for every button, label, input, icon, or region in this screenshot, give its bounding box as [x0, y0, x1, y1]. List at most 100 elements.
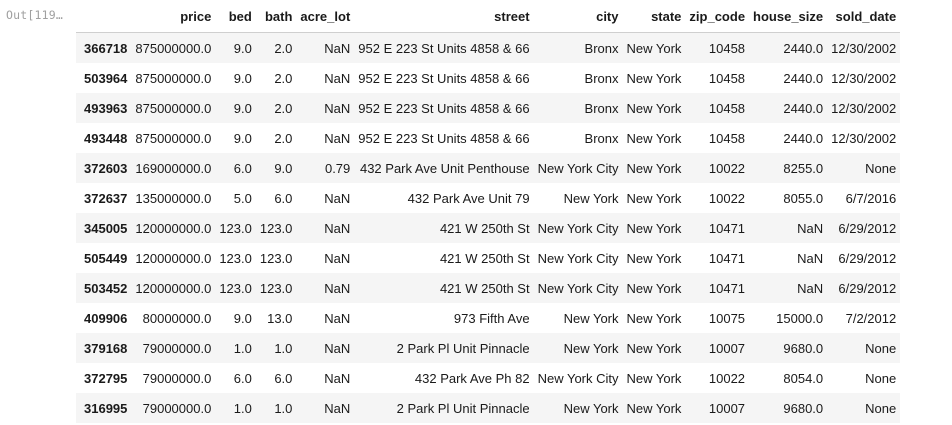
bath-cell: 123.0: [259, 220, 293, 236]
bed-cell: 9.0: [233, 70, 252, 86]
state-cell: New York: [626, 370, 682, 386]
state-cell: New York: [626, 100, 682, 116]
price-cell: 875000000.0: [135, 70, 212, 86]
bath-cell: 2.0: [274, 70, 293, 86]
table-row: 345005 120000000.0 123.0 123.0 NaN 421 W 250t…: [76, 213, 901, 243]
bed-cell: 9.0: [233, 100, 252, 116]
row-index: 493963: [84, 100, 128, 116]
bed-cell: 1.0: [233, 400, 252, 416]
table-body: 366718 875000000.0 9.0 2.0 NaN 952 E 223 St U…: [76, 32, 901, 423]
table-row: 503964 875000000.0 9.0 2.0 NaN 952 E 223 St U…: [76, 63, 900, 93]
street-header: street: [354, 0, 534, 33]
bath-cell: 123.0: [259, 280, 293, 296]
bed-cell: 1.0: [233, 340, 252, 356]
street-cell: 432 Park Ave Unit 79: [407, 190, 530, 206]
acre-lot-cell: NaN: [324, 100, 351, 116]
street-cell: 973 Fifth Ave: [453, 310, 530, 326]
city-cell: New York City: [537, 280, 619, 296]
street-cell: 421 W 250th St: [439, 250, 530, 266]
acre-lot-cell: 0.79: [324, 160, 351, 176]
zip-code-cell: 10022: [708, 190, 746, 206]
city-cell: New York: [563, 190, 619, 206]
acre-lot-cell: NaN: [324, 190, 351, 206]
bath-cell: 13.0: [267, 310, 293, 326]
street-cell: 432 Park Ave Ph 82: [414, 370, 530, 386]
acre-lot-cell: NaN: [324, 400, 351, 416]
row-index: 372795: [84, 370, 128, 386]
bath-cell: 9.0: [274, 160, 293, 176]
street-cell: 2 Park Pl Unit Pinnacle: [396, 400, 530, 416]
sold-date-cell: 12/30/2002: [831, 130, 897, 146]
zip-code-cell: 10458: [708, 70, 746, 86]
bed-cell: 123.0: [219, 250, 252, 266]
acre-lot-cell: NaN: [324, 220, 351, 236]
state-header: state: [622, 0, 686, 33]
house-size-cell: 8054.0: [783, 370, 824, 386]
output-prompt: Out[119…: [6, 8, 63, 22]
city-cell: New York City: [537, 160, 619, 176]
row-index: 316995: [84, 400, 128, 416]
table-row: 372795 79000000.0 6.0 6.0 NaN 432 Park Ave Ph…: [76, 363, 900, 393]
row-index: 372637: [84, 190, 128, 206]
street-cell: 421 W 250th St: [439, 280, 530, 296]
table-row: 372603 169000000.0 6.0 9.0 0.79 432 Park Ave …: [76, 153, 901, 183]
price-cell: 875000000.0: [135, 40, 212, 56]
city-cell: Bronx: [584, 100, 619, 116]
row-index: 503452: [84, 280, 128, 296]
acre-lot-header: acre_lot: [296, 0, 355, 33]
dataframe-output: price bed bath acre_lot street city state zip_c…: [76, 0, 901, 423]
state-cell: New York: [626, 70, 682, 86]
house-size-cell: 2440.0: [783, 70, 824, 86]
row-index: 505449: [84, 250, 128, 266]
street-cell: 432 Park Ave Unit Penthouse: [359, 160, 530, 176]
state-cell: New York: [626, 130, 682, 146]
acre-lot-cell: NaN: [324, 250, 351, 266]
zip-code-cell: 10007: [708, 340, 746, 356]
zip-code-cell: 10471: [708, 280, 746, 296]
state-cell: New York: [626, 340, 682, 356]
house-size-header: house_size: [749, 0, 828, 33]
bed-cell: 6.0: [233, 370, 252, 386]
dataframe-table: price bed bath acre_lot street city state zip_c…: [76, 0, 901, 423]
bath-cell: 1.0: [274, 400, 293, 416]
acre-lot-cell: NaN: [324, 40, 351, 56]
price-cell: 875000000.0: [135, 100, 212, 116]
zip-code-cell: 10007: [708, 400, 746, 416]
bed-cell: 9.0: [233, 130, 252, 146]
table-row: 372637 135000000.0 5.0 6.0 NaN 432 Park Ave U…: [76, 183, 900, 213]
house-size-cell: 2440.0: [783, 100, 824, 116]
state-cell: New York: [626, 310, 682, 326]
city-cell: New York: [563, 400, 619, 416]
acre-lot-cell: NaN: [324, 280, 351, 296]
house-size-cell: 15000.0: [776, 310, 824, 326]
bath-cell: 2.0: [274, 100, 293, 116]
state-cell: New York: [626, 220, 682, 236]
city-cell: Bronx: [584, 130, 619, 146]
street-cell: 952 E 223 St Units 4858 & 66: [358, 70, 530, 86]
table-row: 316995 79000000.0 1.0 1.0 NaN 2 Park Pl Unit …: [76, 393, 901, 423]
bed-cell: 123.0: [219, 280, 252, 296]
zip-code-cell: 10458: [708, 130, 746, 146]
acre-lot-cell: NaN: [324, 340, 351, 356]
bed-cell: 9.0: [233, 310, 252, 326]
price-cell: 120000000.0: [135, 250, 212, 266]
house-size-cell: 2440.0: [783, 40, 824, 56]
city-cell: Bronx: [584, 70, 619, 86]
bed-cell: 6.0: [233, 160, 252, 176]
house-size-cell: 9680.0: [783, 340, 824, 356]
house-size-cell: NaN: [797, 250, 824, 266]
sold-date-cell: None: [865, 370, 897, 386]
zip-code-cell: 10458: [708, 100, 746, 116]
zip-code-cell: 10458: [708, 40, 746, 56]
city-cell: New York: [563, 310, 619, 326]
state-cell: New York: [626, 280, 682, 296]
house-size-cell: 8055.0: [783, 190, 824, 206]
bed-cell: 9.0: [233, 40, 252, 56]
city-header: city: [533, 0, 623, 33]
bath-cell: 2.0: [274, 40, 293, 56]
acre-lot-cell: NaN: [324, 310, 351, 326]
house-size-cell: 2440.0: [783, 130, 824, 146]
table-row: 366718 875000000.0 9.0 2.0 NaN 952 E 223 St U…: [76, 32, 901, 63]
price-cell: 120000000.0: [135, 280, 212, 296]
row-index: 493448: [84, 130, 128, 146]
